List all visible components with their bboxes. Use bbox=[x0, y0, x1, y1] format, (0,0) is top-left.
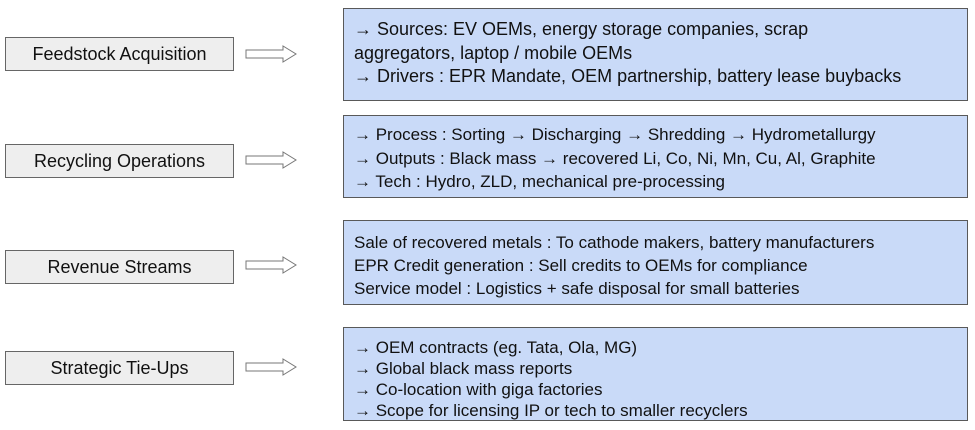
detail-line: → Scope for licensing IP or tech to smal… bbox=[354, 401, 748, 420]
detail-tie-ups: → OEM contracts (eg. Tata, Ola, MG) → Gl… bbox=[343, 327, 968, 421]
arrow-icon bbox=[245, 45, 297, 63]
detail-line: → OEM contracts (eg. Tata, Ola, MG) bbox=[354, 338, 638, 357]
detail-line: → Process : Sorting → Discharging → Shre… bbox=[354, 125, 876, 144]
detail-line: → Global black mass reports bbox=[354, 359, 573, 378]
stage-recycling-operations: Recycling Operations bbox=[5, 144, 234, 178]
detail-line: Sale of recovered metals : To cathode ma… bbox=[354, 233, 875, 252]
detail-line: → Drivers : EPR Mandate, OEM partnership… bbox=[354, 66, 902, 86]
detail-revenue: Sale of recovered metals : To cathode ma… bbox=[343, 220, 968, 305]
arrow-icon bbox=[245, 358, 297, 376]
detail-line: → Sources: EV OEMs, energy storage compa… bbox=[354, 19, 809, 39]
stage-revenue-streams: Revenue Streams bbox=[5, 250, 234, 284]
detail-feedstock: → Sources: EV OEMs, energy storage compa… bbox=[343, 8, 968, 101]
detail-recycling: → Process : Sorting → Discharging → Shre… bbox=[343, 115, 968, 198]
detail-line: → Tech : Hydro, ZLD, mechanical pre-proc… bbox=[354, 172, 726, 191]
detail-line: → Outputs : Black mass → recovered Li, C… bbox=[354, 148, 876, 168]
detail-line: aggregators, laptop / mobile OEMs bbox=[354, 42, 633, 63]
detail-line: Service model : Logistics + safe disposa… bbox=[354, 279, 800, 298]
stage-strategic-tie-ups: Strategic Tie-Ups bbox=[5, 351, 234, 385]
arrow-icon bbox=[245, 151, 297, 169]
arrow-icon bbox=[245, 256, 297, 274]
detail-line: EPR Credit generation : Sell credits to … bbox=[354, 256, 808, 275]
detail-line: → Co-location with giga factories bbox=[354, 380, 603, 399]
stage-feedstock-acquisition: Feedstock Acquisition bbox=[5, 37, 234, 71]
